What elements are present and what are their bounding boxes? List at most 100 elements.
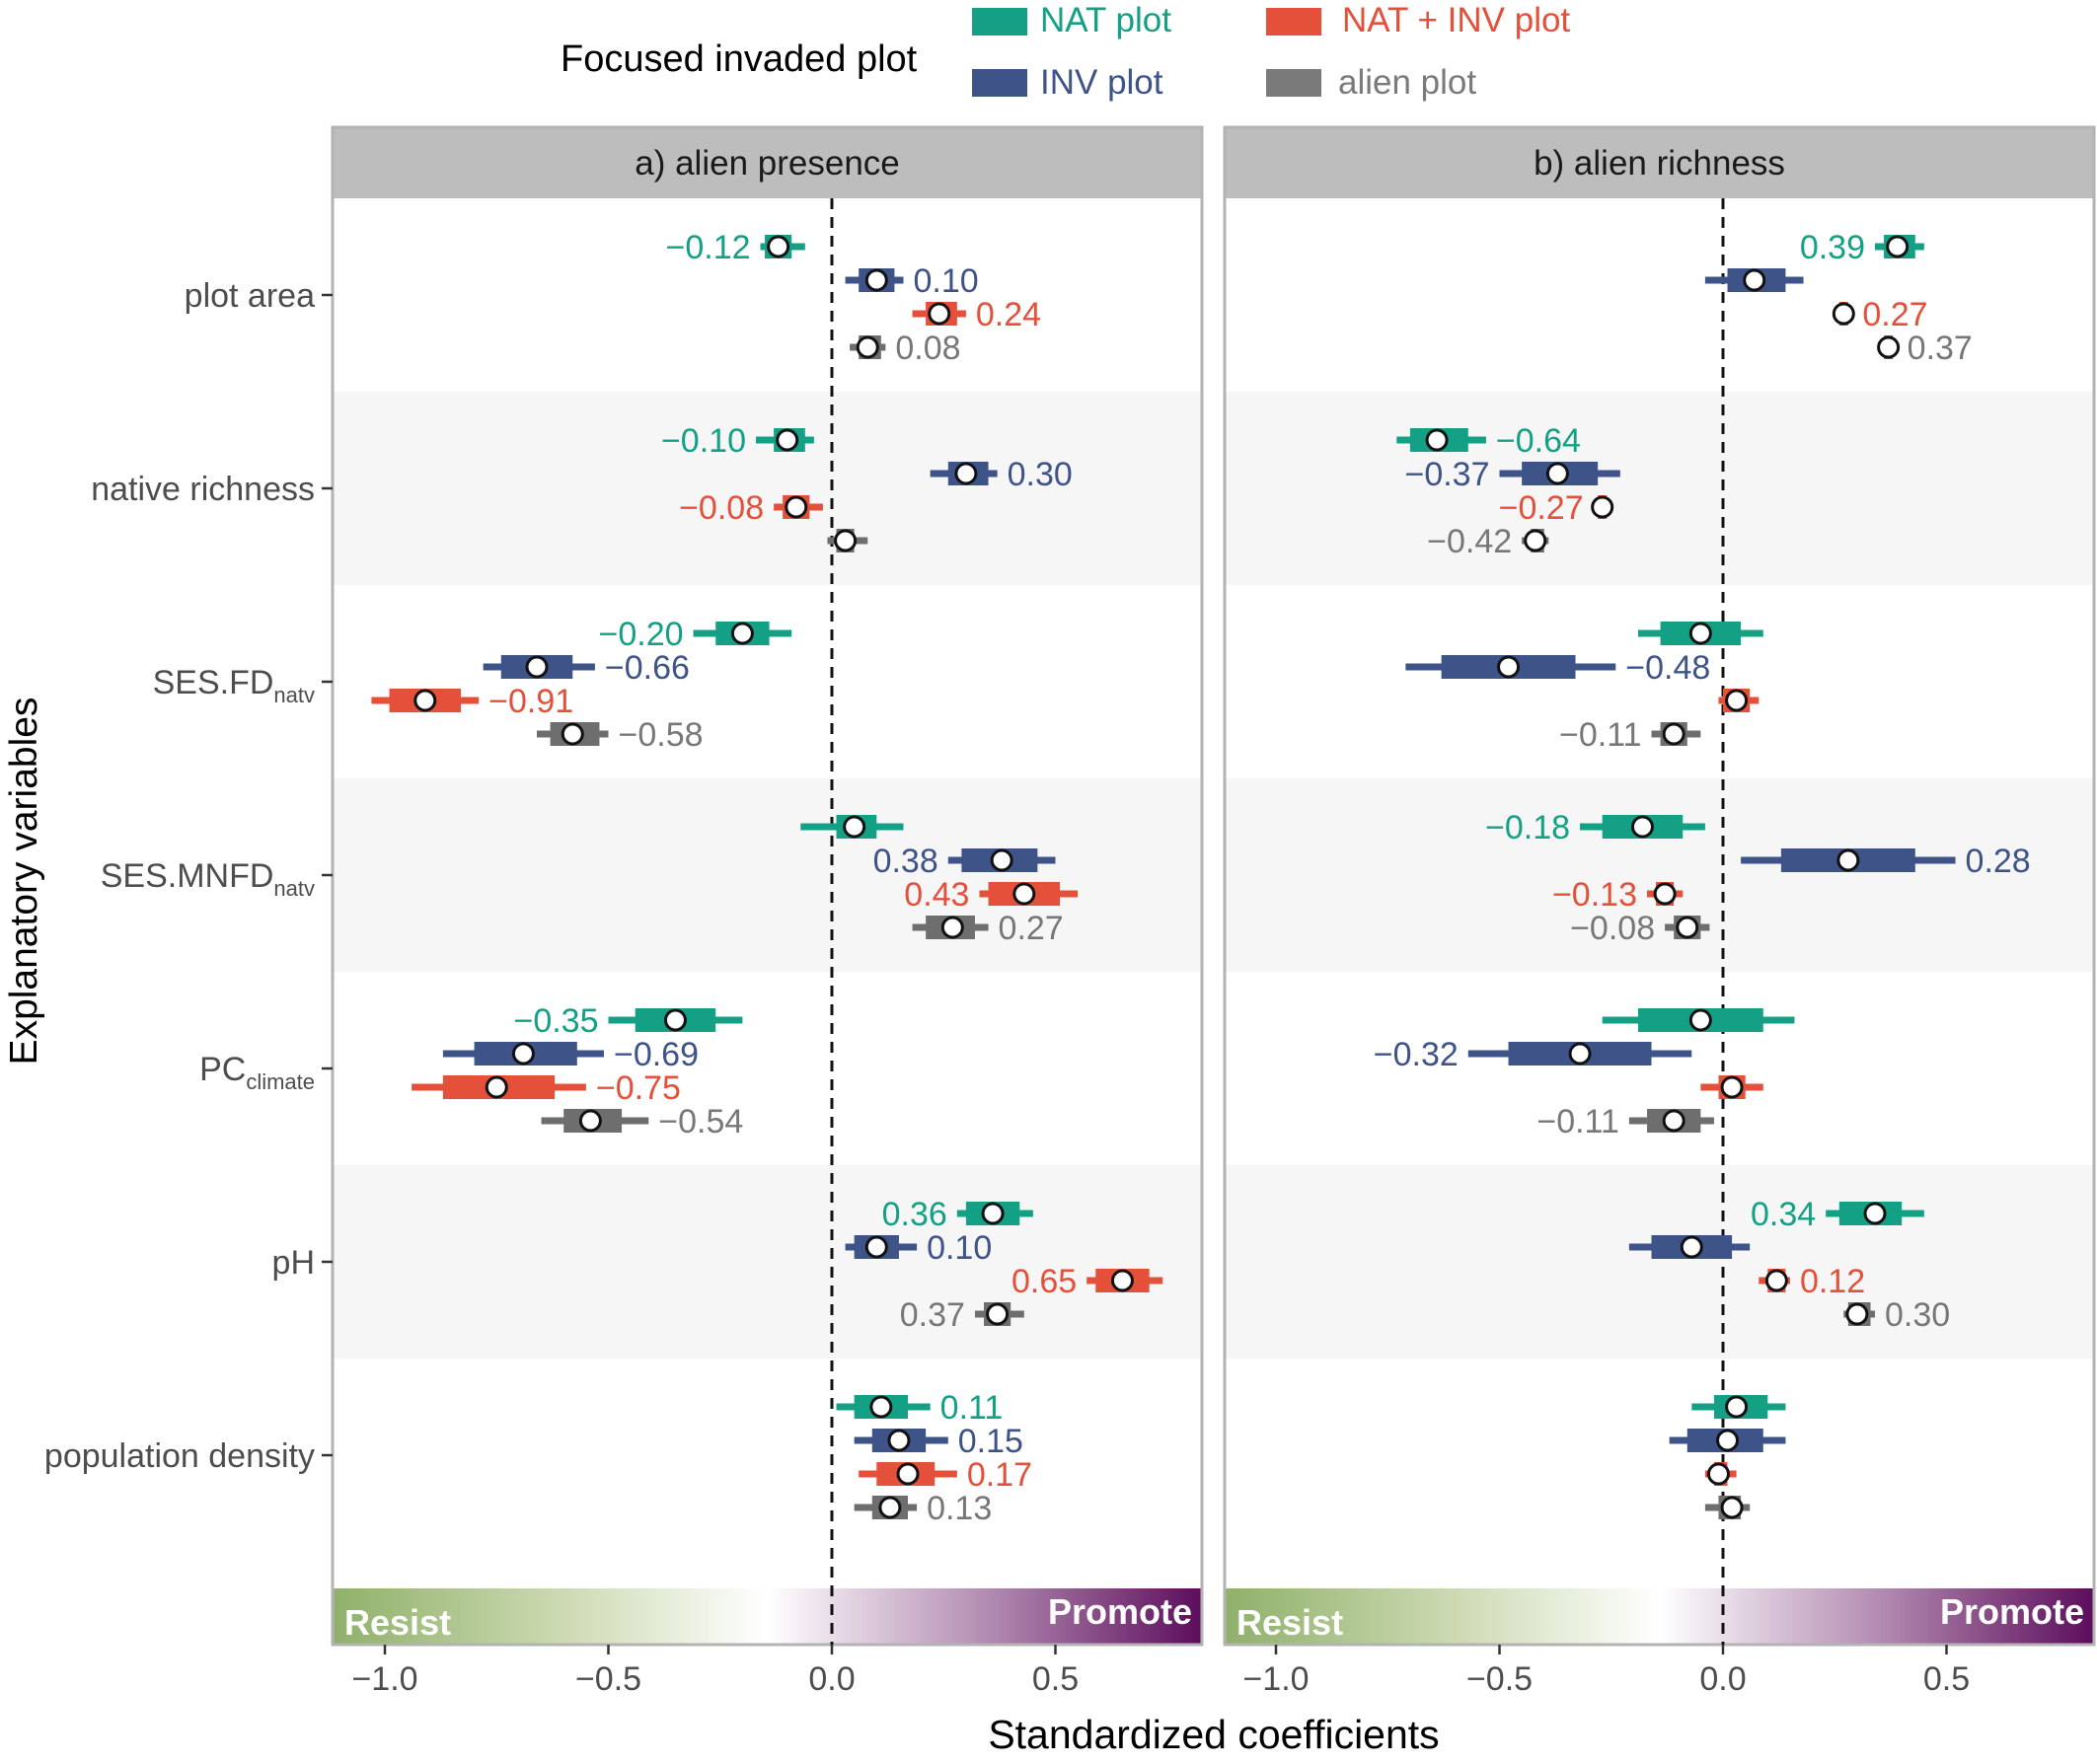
mark-alien-plot-value-label: −0.11	[1536, 1103, 1619, 1140]
legend-item-alien-plot: alien plot	[1266, 63, 1476, 102]
mark-nat-plot-estimate-point	[1863, 1202, 1887, 1225]
y-tick-label: population density	[44, 1437, 315, 1475]
mark-inv-plot-value-label: −0.66	[605, 649, 690, 687]
legend-label-nat-plot: NAT plot	[1040, 1, 1171, 39]
legend-label-alien-plot: alien plot	[1338, 63, 1476, 102]
row-band	[1225, 198, 2094, 392]
y-tick-label-subscript: climate	[246, 1069, 315, 1094]
y-tick-label: SES.MNFDnatv	[101, 857, 315, 901]
mark-inv-plot-estimate-point	[511, 1042, 535, 1066]
mark-alien-plot-estimate-point	[561, 722, 584, 746]
legend-label-inv-plot: INV plot	[1040, 63, 1163, 102]
row-band	[1225, 1359, 2094, 1552]
y-tick-label: plot area	[185, 277, 315, 315]
legend-key-nat-inv-plot	[1266, 8, 1321, 36]
resist-label: Resist	[1236, 1602, 1343, 1643]
x-tick-label: 0.5	[1923, 1660, 1970, 1698]
mark-nat-inv-plot-estimate-point	[1832, 302, 1855, 326]
y-tick-label-main: SES.FD	[153, 664, 274, 701]
resist-promote-gradient	[1225, 1588, 2094, 1645]
row-band	[1225, 972, 2094, 1165]
mark-nat-plot-estimate-point	[1688, 1008, 1712, 1032]
mark-inv-plot-estimate-point	[1568, 1042, 1592, 1066]
y-tick-label-main: native richness	[91, 471, 315, 508]
mark-nat-plot-estimate-point	[981, 1202, 1005, 1225]
y-tick-label: PCclimate	[199, 1051, 315, 1094]
mark-inv-plot-value-label: 0.30	[1008, 456, 1073, 493]
mark-inv-plot-estimate-point	[864, 268, 888, 292]
mark-nat-plot-estimate-point	[1688, 622, 1712, 645]
mark-inv-plot-estimate-point	[864, 1235, 888, 1259]
mark-alien-plot-value-label: 0.08	[895, 330, 960, 367]
legend: Focused invaded plot NAT plot INV plot N…	[561, 1, 1570, 102]
y-tick-label-main: population density	[44, 1437, 315, 1475]
mark-inv-plot-estimate-point	[1497, 655, 1521, 679]
mark-alien-plot-estimate-point	[1877, 335, 1901, 359]
row-band	[333, 1165, 1202, 1359]
mark-inv-plot-value-label: −0.69	[614, 1036, 699, 1073]
mark-nat-inv-plot-estimate-point	[1720, 1075, 1744, 1099]
mark-nat-inv-plot-value-label: −0.91	[488, 683, 573, 720]
mark-nat-plot-value-label: −0.20	[599, 616, 684, 653]
mark-inv-plot-estimate-point	[525, 655, 549, 679]
promote-label: Promote	[1940, 1591, 2084, 1632]
y-tick-label: pH	[272, 1244, 315, 1282]
mark-nat-plot-value-label: 0.34	[1751, 1196, 1816, 1233]
mark-nat-inv-plot-estimate-point	[1591, 495, 1614, 519]
mark-nat-plot-estimate-point	[1886, 235, 1910, 258]
panel-alien-presence: a) alien presence Resist Promote −1.0 −0.5 0.…	[331, 125, 1204, 1698]
mark-nat-inv-plot-value-label: 0.27	[1862, 296, 1927, 333]
mark-nat-plot-estimate-point	[730, 622, 754, 645]
row-band	[333, 585, 1202, 778]
mark-alien-plot-estimate-point	[986, 1302, 1010, 1326]
row-band	[333, 778, 1202, 972]
mark-inv-plot-estimate-point	[1680, 1235, 1703, 1259]
row-band	[333, 1359, 1202, 1552]
mark-alien-plot-value-label: 0.27	[999, 910, 1064, 947]
mark-inv-plot-value-label: 0.15	[958, 1423, 1023, 1460]
x-axis-title: Standardized coefficients	[988, 1712, 1439, 1757]
panel-title: b) alien richness	[1534, 144, 1785, 183]
mark-inv-plot-value-label: −0.32	[1374, 1036, 1459, 1073]
mark-alien-plot-estimate-point	[878, 1496, 902, 1519]
mark-nat-plot-estimate-point	[776, 428, 799, 452]
mark-nat-plot-estimate-point	[1425, 428, 1449, 452]
mark-inv-plot-value-label: 0.28	[1966, 843, 2031, 880]
mark-alien-plot-value-label: 0.37	[900, 1296, 965, 1334]
mark-alien-plot-estimate-point	[1845, 1302, 1869, 1326]
mark-alien-plot-estimate-point	[1662, 1109, 1685, 1133]
mark-alien-plot-value-label: −0.54	[658, 1103, 743, 1140]
mark-nat-inv-plot-value-label: −0.13	[1552, 876, 1637, 914]
mark-nat-plot-estimate-point	[843, 815, 866, 839]
y-tick-label-main: SES.MNFD	[101, 857, 274, 895]
mark-nat-inv-plot-value-label: 0.24	[976, 296, 1041, 333]
mark-nat-inv-plot-value-label: −0.08	[679, 489, 764, 527]
row-band	[1225, 1165, 2094, 1359]
mark-inv-plot-value-label: −0.37	[1404, 456, 1489, 493]
mark-alien-plot-estimate-point	[856, 335, 879, 359]
mark-alien-plot-estimate-point	[578, 1109, 602, 1133]
mark-alien-plot-value-label: −0.11	[1559, 716, 1642, 754]
mark-alien-plot-estimate-point	[834, 529, 858, 552]
mark-inv-plot-estimate-point	[1545, 462, 1569, 485]
mark-inv-plot-estimate-point	[1716, 1429, 1740, 1452]
legend-item-nat-plot: NAT plot	[972, 1, 1171, 39]
mark-alien-plot-estimate-point	[1720, 1496, 1744, 1519]
mark-inv-plot-value-label: 0.38	[873, 843, 938, 880]
mark-nat-inv-plot-estimate-point	[1706, 1462, 1730, 1486]
mark-nat-inv-plot-value-label: 0.65	[1011, 1263, 1077, 1300]
mark-alien-plot-value-label: 0.37	[1908, 330, 1973, 367]
x-tick-label: −0.5	[575, 1660, 641, 1698]
mark-nat-inv-plot-value-label: 0.43	[904, 876, 969, 914]
resist-promote-gradient	[333, 1588, 1202, 1645]
mark-alien-plot-value-label: −0.08	[1570, 910, 1655, 947]
panel-strip	[1225, 127, 2094, 198]
x-tick-label: 0.0	[1699, 1660, 1746, 1698]
mark-nat-plot-value-label: −0.10	[661, 422, 746, 460]
mark-nat-plot-value-label: −0.35	[513, 1002, 598, 1040]
mark-nat-plot-estimate-point	[767, 235, 790, 258]
x-tick-label: 0.5	[1032, 1660, 1079, 1698]
mark-alien-plot-value-label: −0.58	[619, 716, 704, 754]
mark-nat-inv-plot-estimate-point	[413, 689, 437, 712]
row-band	[1225, 585, 2094, 778]
